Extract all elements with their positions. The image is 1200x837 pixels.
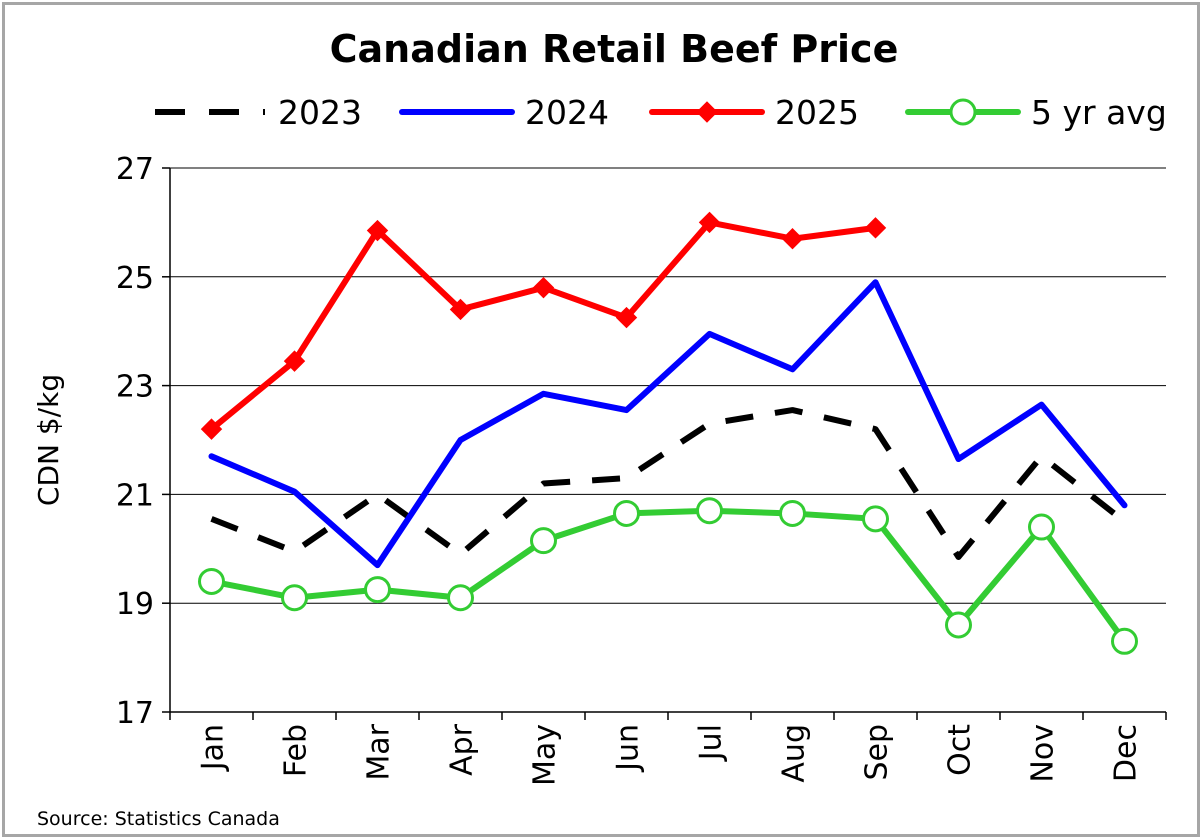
series-line-2024 (208, 279, 1128, 569)
point-5-yr-avg-dec (1111, 627, 1138, 655)
y-tick-label-17: 17 (116, 696, 154, 731)
point-5-yr-avg-jul (696, 497, 723, 525)
series-line-2025 (208, 219, 879, 433)
series-layer (198, 211, 1138, 655)
point-2025-jul (698, 211, 721, 234)
point-2025-aug (781, 228, 804, 250)
x-tick-label-feb: Feb (279, 724, 314, 777)
point-5-yr-avg-jun (613, 499, 640, 527)
legend-item-2024: 2024 (399, 93, 609, 132)
series-line-5-yr-avg (208, 507, 1128, 645)
legend-item-2025: 2025 (649, 93, 859, 132)
y-tick-label-23: 23 (116, 370, 154, 405)
x-tick-label-apr: Apr (445, 723, 480, 776)
x-tick-label-nov: Nov (1026, 724, 1061, 783)
point-2025-mar (366, 219, 389, 242)
x-tick-label-jun: Jun (611, 724, 646, 773)
legend-label-2023: 2023 (278, 93, 362, 132)
y-axis-label: CDN $/kg (32, 374, 65, 506)
y-tick-labels: 17 19 21 23 25 27 (116, 152, 154, 731)
x-tick-label-sep: Sep (860, 724, 895, 781)
axes (162, 167, 1167, 720)
point-5-yr-avg-aug (779, 499, 806, 527)
legend-label-2024: 2024 (525, 93, 609, 132)
x-tick-label-aug: Aug (777, 724, 812, 783)
y-tick-label-27: 27 (116, 152, 154, 187)
point-5-yr-avg-oct (945, 611, 972, 639)
x-tick-label-may: May (528, 724, 563, 786)
point-2025-may (532, 276, 555, 299)
y-tick-label-25: 25 (116, 261, 154, 296)
legend-item-2023: 2023 (155, 93, 362, 132)
x-tick-labels: Jan Feb Mar Apr May Jun Jul Aug Sep Oct Nov Dec (196, 723, 1144, 786)
x-tick-label-oct: Oct (943, 724, 978, 776)
x-tick-label-dec: Dec (1109, 724, 1144, 782)
point-2025-apr (449, 298, 472, 321)
y-tick-label-19: 19 (116, 587, 154, 622)
legend: 2023 2024 2025 5 yr avg (155, 93, 1167, 132)
x-tick-label-jan: Jan (196, 724, 231, 772)
y-tick-label-21: 21 (116, 478, 154, 513)
series-2023 (210, 407, 1127, 560)
legend-label-2025: 2025 (775, 93, 859, 132)
point-5-yr-avg-apr (447, 584, 474, 612)
legend-item-5-yr-avg: 5 yr avg (905, 93, 1167, 132)
legend-label-5-yr-avg: 5 yr avg (1031, 93, 1167, 132)
x-tick-label-jul: Jul (694, 724, 729, 762)
chart-title: Canadian Retail Beef Price (330, 27, 899, 71)
source-note: Source: Statistics Canada (37, 808, 280, 830)
point-5-yr-avg-nov (1028, 513, 1055, 541)
legend-marker-2025 (696, 101, 718, 123)
series-2024 (208, 279, 1128, 569)
point-5-yr-avg-jan (198, 567, 225, 595)
series-2025 (200, 211, 887, 440)
legend-marker-5-yr-avg (949, 98, 977, 126)
x-tick-label-mar: Mar (362, 723, 397, 780)
point-2025-jun (615, 306, 638, 329)
series-line-2023 (210, 407, 1127, 560)
plot-area: 17 19 21 23 25 27 Jan Feb Mar Apr May Jun Jul Aug Sep… (116, 152, 1167, 786)
gridlines (170, 167, 1166, 604)
point-5-yr-avg-feb (281, 584, 308, 612)
point-5-yr-avg-mar (364, 576, 391, 604)
point-2025-sep (864, 217, 887, 239)
point-5-yr-avg-may (530, 527, 557, 555)
point-2025-feb (283, 350, 306, 372)
point-2025-jan (200, 418, 223, 440)
series-5-yr-avg (198, 497, 1138, 655)
point-5-yr-avg-sep (862, 505, 889, 533)
